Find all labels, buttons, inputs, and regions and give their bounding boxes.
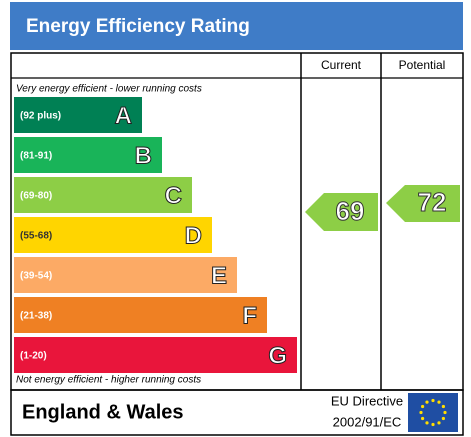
band-range: (81-91) — [20, 151, 52, 162]
current-arrow — [305, 193, 378, 231]
band-range: (69-80) — [20, 191, 52, 202]
title: Energy Efficiency Rating — [26, 16, 250, 37]
band — [14, 97, 142, 133]
band — [14, 337, 297, 373]
star — [419, 410, 423, 415]
star — [431, 398, 435, 403]
footer-frame — [10, 389, 464, 436]
eu-stars — [419, 398, 447, 427]
bottom-note: Not energy efficient - higher running co… — [16, 375, 201, 386]
potential-arrow — [386, 185, 460, 222]
star — [441, 416, 445, 421]
star — [425, 400, 429, 404]
star — [443, 410, 447, 415]
band-letter: C — [165, 182, 182, 209]
band — [14, 137, 162, 173]
bands: (92 plus) A (81-91) B (69-80) C (55-68) D (39-54… — [14, 97, 297, 373]
column-header: Current — [321, 58, 362, 72]
band-letter: B — [135, 142, 152, 169]
band-range: (39-54) — [20, 271, 52, 282]
region: England & Wales — [22, 401, 184, 423]
band-range: (21-38) — [20, 311, 52, 322]
band-letter: G — [268, 342, 287, 369]
title-bar — [10, 2, 463, 50]
band-range: (92 plus) — [20, 111, 61, 122]
top-note: Very energy efficient - lower running co… — [16, 84, 202, 95]
band-letter: F — [242, 302, 257, 329]
band-letter: E — [211, 262, 227, 289]
band — [14, 177, 192, 213]
band-range: (55-68) — [20, 231, 52, 242]
star — [437, 421, 441, 425]
band — [14, 297, 267, 333]
star — [421, 404, 425, 409]
star — [431, 422, 435, 427]
star — [437, 400, 441, 404]
eu-flag — [408, 393, 458, 432]
directive: EU Directive — [331, 393, 403, 408]
potential-rating: 72 — [418, 187, 447, 217]
band — [14, 257, 237, 293]
star — [421, 416, 425, 421]
current-rating: 69 — [336, 196, 365, 226]
band — [14, 217, 212, 253]
column-header: Potential — [399, 58, 446, 72]
star — [425, 421, 429, 425]
band-letter: D — [185, 222, 202, 249]
band-range: (1-20) — [20, 351, 47, 362]
star — [441, 404, 445, 409]
band-letter: A — [115, 102, 132, 129]
directive: 2002/91/EC — [333, 414, 402, 429]
